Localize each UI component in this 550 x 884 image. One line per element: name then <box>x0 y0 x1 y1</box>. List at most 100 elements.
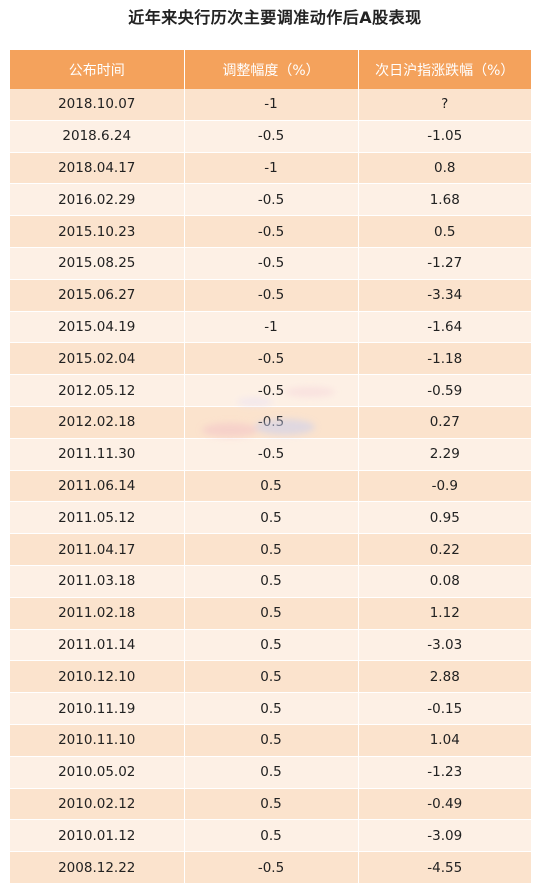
cell-date: 2011.01.14 <box>10 629 185 662</box>
cell-next-day-change: -3.34 <box>358 279 531 312</box>
cell-date: 2011.02.18 <box>10 597 185 630</box>
cell-date: 2011.04.17 <box>10 533 185 566</box>
table-row: 2012.05.12 -0.5 -0.59 <box>10 374 531 407</box>
cell-next-day-change: -1.64 <box>358 311 531 344</box>
cell-adjustment: -1 <box>184 152 359 185</box>
cell-next-day-change: 0.27 <box>358 406 531 439</box>
cell-adjustment: 0.5 <box>184 629 359 662</box>
cell-date: 2015.04.19 <box>10 311 185 344</box>
table-row: 2011.06.14 0.5 -0.9 <box>10 470 531 503</box>
header-adjustment: 调整幅度（%） <box>184 50 359 89</box>
cell-date: 2011.05.12 <box>10 501 185 535</box>
table-body: 2018.10.07 -1? 2018.6.24 -0.5 -1.05 2018.04.1… <box>10 89 531 884</box>
cell-date: 2015.08.25 <box>10 247 185 280</box>
cell-date: 2015.06.27 <box>10 279 185 312</box>
cell-adjustment: -0.5 <box>184 279 359 312</box>
cell-next-day-change: -0.59 <box>358 374 531 407</box>
cell-adjustment: -1 <box>184 89 359 121</box>
table-row: 2018.10.07 -1? <box>10 89 531 121</box>
cell-date: 2010.12.10 <box>10 660 185 694</box>
cell-date: 2016.02.29 <box>10 183 185 217</box>
cell-next-day-change: 0.5 <box>358 215 531 248</box>
cell-date: 2010.11.10 <box>10 724 185 757</box>
cell-next-day-change: 0.95 <box>358 501 531 535</box>
page-title: 近年来央行历次主要调准动作后A股表现 <box>128 8 422 27</box>
cell-adjustment: -0.5 <box>184 215 359 248</box>
cell-adjustment: 0.5 <box>184 724 359 757</box>
table-row: 2010.11.19 0.5 -0.15 <box>10 692 531 725</box>
cell-next-day-change: -0.9 <box>358 470 531 503</box>
table-row: 2016.02.29 -0.5 1.68 <box>10 183 531 217</box>
table-row: 2011.05.12 0.5 0.95 <box>10 501 531 535</box>
cell-next-day-change: 1.12 <box>358 597 531 630</box>
cell-date: 2010.05.02 <box>10 756 185 789</box>
cell-next-day-change: 0.8 <box>358 152 531 185</box>
table-row: 2015.10.23 -0.5 0.5 <box>10 215 531 248</box>
cell-adjustment: 0.5 <box>184 660 359 694</box>
cell-adjustment: -1 <box>184 311 359 344</box>
cell-adjustment: -0.5 <box>184 120 359 153</box>
cell-adjustment: 0.5 <box>184 788 359 821</box>
table-row: 2015.06.27 -0.5 -3.34 <box>10 279 531 312</box>
table-row: 2015.08.25 -0.5 -1.27 <box>10 247 531 280</box>
rrr-adjustment-table: 公布时间 调整幅度（%） 次日沪指涨跌幅（%） 2018.10.07 -1? 201… <box>10 50 531 884</box>
cell-next-day-change: -0.15 <box>358 692 531 725</box>
header-date: 公布时间 <box>10 50 185 89</box>
cell-adjustment: 0.5 <box>184 692 359 725</box>
cell-adjustment: -0.5 <box>184 438 359 471</box>
table-row: 2018.6.24 -0.5 -1.05 <box>10 120 531 153</box>
cell-adjustment: 0.5 <box>184 756 359 789</box>
cell-adjustment: 0.5 <box>184 819 359 853</box>
cell-adjustment: -0.5 <box>184 406 359 439</box>
cell-next-day-change: 1.04 <box>358 724 531 757</box>
table-row: 2011.02.18 0.5 1.12 <box>10 597 531 630</box>
cell-date: 2008.12.22 <box>10 851 185 884</box>
cell-adjustment: 0.5 <box>184 533 359 566</box>
cell-date: 2011.06.14 <box>10 470 185 503</box>
cell-date: 2015.02.04 <box>10 342 185 376</box>
cell-adjustment: -0.5 <box>184 183 359 217</box>
cell-next-day-change: -3.03 <box>358 629 531 662</box>
cell-date: 2015.10.23 <box>10 215 185 248</box>
cell-date: 2010.02.12 <box>10 788 185 821</box>
cell-adjustment: -0.5 <box>184 342 359 376</box>
cell-date: 2011.11.30 <box>10 438 185 471</box>
cell-date: 2012.02.18 <box>10 406 185 439</box>
cell-adjustment: -0.5 <box>184 247 359 280</box>
cell-adjustment: 0.5 <box>184 597 359 630</box>
cell-next-day-change: 1.68 <box>358 183 531 217</box>
table-row: 2015.04.19 -1 -1.64 <box>10 311 531 344</box>
cell-date: 2011.03.18 <box>10 565 185 598</box>
table-row: 2010.05.02 0.5 -1.23 <box>10 756 531 789</box>
cell-date: 2010.01.12 <box>10 819 185 853</box>
cell-next-day-change: -1.05 <box>358 120 531 153</box>
cell-adjustment: 0.5 <box>184 470 359 503</box>
table-row: 2010.01.12 0.5 -3.09 <box>10 819 531 853</box>
cell-next-day-change: 2.29 <box>358 438 531 471</box>
table-header-row: 公布时间 调整幅度（%） 次日沪指涨跌幅（%） <box>10 50 531 89</box>
table-row: 2010.12.10 0.5 2.88 <box>10 660 531 694</box>
cell-adjustment: 0.5 <box>184 565 359 598</box>
cell-date: 2018.6.24 <box>10 120 185 153</box>
table-row: 2011.04.17 0.5 0.22 <box>10 533 531 566</box>
cell-next-day-change: -1.18 <box>358 342 531 376</box>
cell-date: 2018.04.17 <box>10 152 185 185</box>
cell-date: 2018.10.07 <box>10 89 185 121</box>
cell-next-day-change: -1.23 <box>358 756 531 789</box>
cell-next-day-change: 2.88 <box>358 660 531 694</box>
cell-next-day-change: -1.27 <box>358 247 531 280</box>
table-row: 2011.11.30 -0.5 2.29 <box>10 438 531 471</box>
cell-date: 2012.05.12 <box>10 374 185 407</box>
cell-adjustment: -0.5 <box>184 374 359 407</box>
table-row: 2015.02.04 -0.5 -1.18 <box>10 342 531 376</box>
table-row: 2010.02.12 0.5 -0.49 <box>10 788 531 821</box>
table-row: 2010.11.10 0.5 1.04 <box>10 724 531 757</box>
header-next-day-change: 次日沪指涨跌幅（%） <box>358 50 531 89</box>
cell-date: 2010.11.19 <box>10 692 185 725</box>
table-row: 2011.03.18 0.5 0.08 <box>10 565 531 598</box>
cell-adjustment: 0.5 <box>184 501 359 535</box>
cell-next-day-change: -3.09 <box>358 819 531 853</box>
cell-adjustment: -0.5 <box>184 851 359 884</box>
table-row: 2012.02.18 -0.5 0.27 <box>10 406 531 439</box>
cell-next-day-change: -4.55 <box>358 851 531 884</box>
